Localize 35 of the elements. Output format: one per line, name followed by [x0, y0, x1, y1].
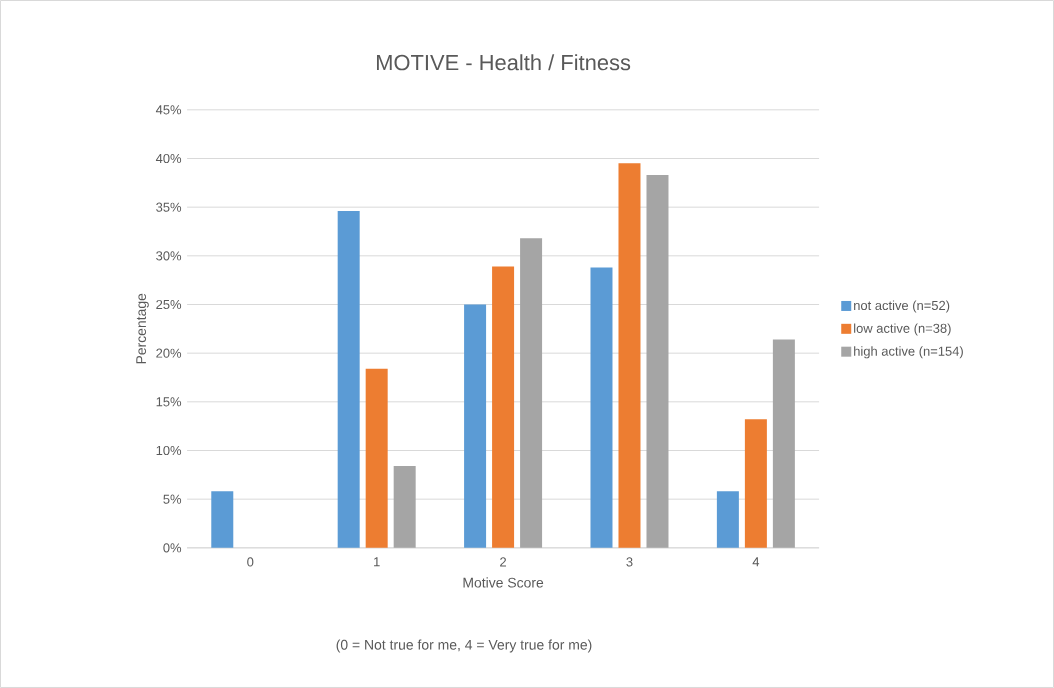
- legend-label: low active (n=38): [854, 323, 951, 336]
- bar: [716, 491, 739, 548]
- y-tick-label: 25%: [156, 299, 182, 310]
- x-tick-label: 3: [626, 557, 633, 567]
- bar: [492, 266, 515, 548]
- text: (0 = Not true for me, 4 = Very true for me): [336, 639, 592, 653]
- y-tick-label: 5%: [163, 494, 182, 504]
- bar: [590, 267, 613, 548]
- x-tick-label: 0: [247, 557, 254, 567]
- x-tick-label: 4: [752, 557, 760, 567]
- x-axis-title: Motive Score: [463, 577, 544, 588]
- y-tick-label: 45%: [155, 105, 182, 115]
- y-tick-label: 20%: [156, 348, 182, 358]
- x-tick-label: 1: [374, 557, 380, 567]
- y-tick-label: 10%: [156, 445, 182, 456]
- y-tick-label: 40%: [155, 153, 182, 164]
- y-tick-label: 30%: [156, 251, 182, 261]
- y-tick-label: 0%: [163, 543, 182, 553]
- bar: [393, 466, 416, 548]
- legend-label: high active (n=154): [854, 346, 963, 359]
- y-axis-title: Percentage: [136, 293, 149, 364]
- y-tick-label: 35%: [156, 202, 182, 212]
- bar: [618, 163, 641, 548]
- bar: [211, 491, 234, 548]
- y-tick-label: 15%: [156, 397, 182, 407]
- x-tick-label: 2: [500, 557, 507, 567]
- bar: [337, 211, 360, 548]
- legend-label: not active (n=52): [854, 300, 950, 313]
- bar: [365, 368, 388, 548]
- bar: [520, 238, 543, 548]
- chart-title: MOTIVE - Health / Fitness: [377, 54, 631, 71]
- bar: [646, 175, 669, 548]
- bar: [744, 419, 767, 548]
- bar: [464, 304, 487, 548]
- bar: [772, 339, 795, 548]
